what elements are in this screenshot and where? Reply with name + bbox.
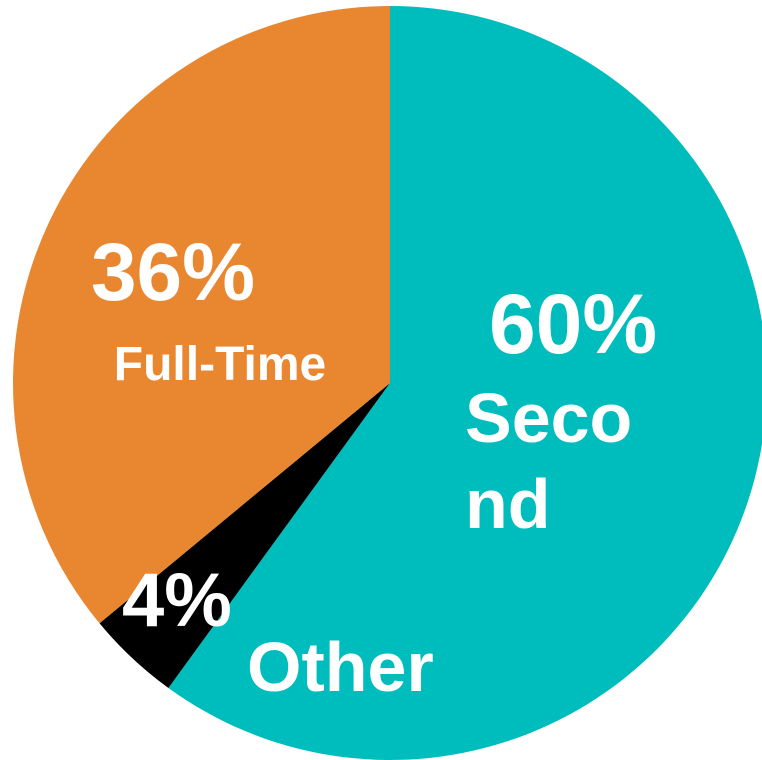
pie-slice-second xyxy=(168,6,762,760)
slice-fulltime-value-label: 36% xyxy=(91,227,255,318)
slice-other-name-label: Other xyxy=(247,628,434,706)
pie-slices xyxy=(13,6,762,760)
pie-labels: 60% Seco nd 4% Other 36% Full-Time xyxy=(91,227,657,706)
slice-second-name-line-1: Seco xyxy=(465,379,632,457)
slice-other-value-label: 4% xyxy=(122,558,232,643)
slice-fulltime-name-label: Full-Time xyxy=(114,338,326,391)
pie-slice-fulltime xyxy=(13,6,390,624)
pie-slice-other xyxy=(99,383,391,688)
slice-second-name-line-2: nd xyxy=(465,465,551,543)
slice-second-value-label: 60% xyxy=(489,277,657,371)
